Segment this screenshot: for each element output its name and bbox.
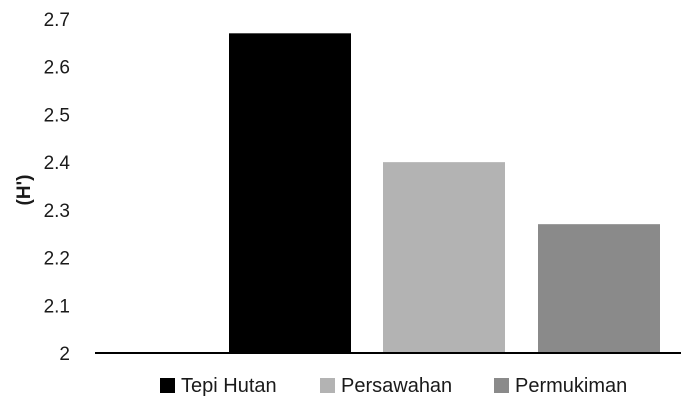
- legend-swatch: [320, 378, 335, 393]
- legend-label: Permukiman: [515, 375, 627, 397]
- bars: [229, 33, 660, 354]
- bar-persawahan: [383, 162, 505, 353]
- y-tick-label: 2.3: [44, 201, 70, 222]
- y-tick-label: 2: [59, 344, 70, 365]
- y-tick-label: 2.5: [44, 105, 70, 126]
- y-tick-label: 2.6: [44, 58, 70, 79]
- bar-permukiman: [538, 224, 660, 353]
- legend: Tepi Hutan Persawahan Permukiman: [160, 375, 627, 397]
- legend-swatch: [494, 378, 509, 393]
- y-tick-label: 2.4: [44, 153, 71, 174]
- bar-tepi-hutan: [229, 33, 351, 354]
- legend-label: Persawahan: [341, 375, 452, 397]
- y-tick-label: 2.2: [44, 249, 70, 270]
- y-tick-label: 2.7: [44, 10, 70, 31]
- y-axis-label: (H'): [14, 175, 35, 206]
- legend-swatch: [160, 378, 175, 393]
- legend-label: Tepi Hutan: [181, 375, 277, 397]
- y-tick-label: 2.1: [44, 296, 70, 317]
- y-axis-ticks: 2 2.1 2.2 2.3 2.4 2.5 2.6 2.7: [44, 10, 71, 365]
